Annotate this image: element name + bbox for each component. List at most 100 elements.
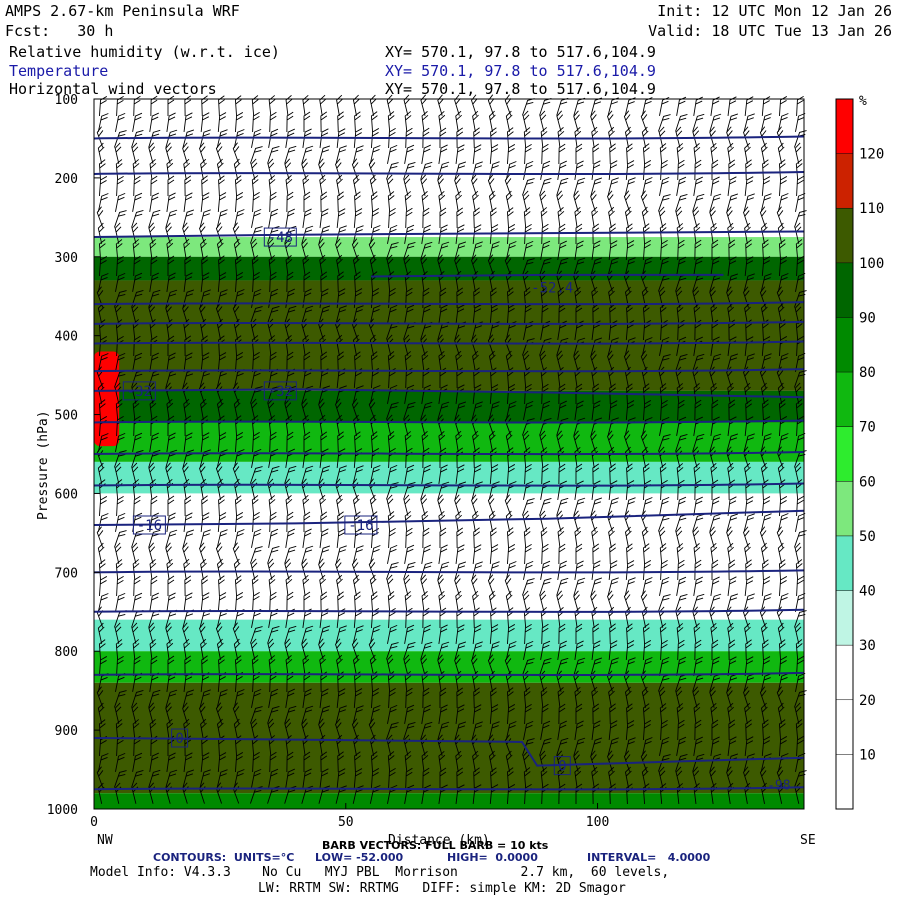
wind-barb-shaft — [489, 224, 499, 245]
wind-barb-shaft — [249, 386, 263, 404]
wind-barb-shaft — [199, 462, 206, 484]
wind-barb — [217, 112, 227, 133]
wind-barb — [233, 129, 245, 148]
wind-barb — [301, 545, 314, 564]
wind-barb — [539, 498, 552, 516]
wind-barb — [454, 94, 461, 116]
wind-barb — [438, 190, 446, 212]
wind-barb — [233, 718, 241, 740]
wind-barb-shaft — [97, 222, 105, 244]
wind-barb — [284, 305, 297, 324]
wind-barb — [369, 305, 381, 324]
wind-barb-shaft — [268, 175, 276, 197]
wind-barb-shaft — [454, 654, 461, 676]
wind-barb-shaft — [166, 192, 176, 212]
wind-barb-shaft — [524, 303, 532, 325]
wind-barb-shaft — [148, 142, 156, 164]
wind-barb — [267, 626, 280, 644]
wind-barb-shaft — [97, 353, 109, 372]
wind-barb — [97, 462, 105, 484]
wind-barb — [387, 431, 395, 453]
wind-barb-shaft — [540, 560, 551, 580]
wind-barb-shaft — [437, 641, 450, 660]
wind-barb — [438, 670, 446, 692]
wind-barb-shaft — [354, 111, 361, 133]
wind-barb — [337, 511, 344, 533]
wind-barb-shaft — [301, 305, 314, 324]
wind-barb — [201, 575, 208, 597]
wind-barb-shaft — [318, 705, 331, 724]
wind-barb-shaft — [454, 721, 467, 740]
wind-barb — [149, 719, 157, 740]
wind-barb — [438, 110, 446, 132]
wind-barb — [284, 638, 292, 660]
wind-barb-shaft — [421, 351, 429, 372]
wind-barb-shaft — [301, 545, 314, 564]
wind-barb-shaft — [150, 175, 158, 197]
wind-barb — [285, 208, 295, 228]
wind-barb — [133, 655, 141, 677]
wind-barb — [336, 528, 346, 549]
wind-barb-shaft — [115, 112, 126, 132]
wind-barb-shaft — [252, 431, 260, 453]
wind-barb-shaft — [524, 463, 532, 485]
wind-barb — [386, 654, 394, 676]
wind-barb-shaft — [473, 527, 480, 549]
wind-barb-shaft — [199, 142, 206, 164]
wind-barb — [165, 222, 172, 244]
wind-barb — [505, 190, 513, 212]
wind-barb-shaft — [301, 705, 314, 724]
wind-barb-shaft — [284, 238, 292, 260]
wind-barb — [471, 174, 478, 196]
wind-barb — [320, 511, 328, 533]
wind-barb — [148, 129, 161, 148]
wind-barb — [370, 111, 378, 133]
wind-barb-shaft — [387, 544, 398, 564]
wind-barb — [524, 543, 532, 565]
wind-barb-shaft — [505, 561, 517, 580]
wind-barb-shaft — [200, 638, 207, 660]
wind-barb — [319, 494, 326, 516]
wind-barb-shaft — [388, 207, 396, 229]
wind-barb-shaft — [286, 271, 294, 293]
wind-barb-shaft — [251, 528, 262, 548]
barb-legend: BARB VECTORS: FULL BARB = 10 kts — [322, 839, 549, 852]
wind-barb — [403, 494, 411, 516]
wind-barb-shaft — [422, 687, 430, 709]
wind-barb-shaft — [284, 558, 292, 580]
wind-barb — [251, 528, 262, 548]
wind-barb-shaft — [506, 304, 516, 325]
wind-barb — [200, 638, 207, 660]
wind-barb — [199, 142, 206, 164]
wind-barb — [488, 430, 496, 452]
wind-barb — [216, 529, 228, 548]
wind-barb — [438, 350, 446, 372]
wind-barb-shaft — [387, 704, 398, 724]
wind-barb — [404, 624, 415, 644]
wind-barb — [165, 529, 178, 548]
wind-barb — [150, 655, 158, 677]
wind-barb-shaft — [200, 558, 207, 580]
wind-barb-shaft — [234, 575, 242, 597]
wind-barb-shaft — [252, 591, 260, 613]
wind-barb-shaft — [471, 174, 478, 196]
wind-barb-shaft — [234, 495, 242, 517]
wind-barb-shaft — [490, 207, 497, 229]
wind-barb — [131, 142, 139, 164]
wind-barb-shaft — [352, 625, 364, 644]
wind-barb-shaft — [149, 719, 157, 740]
wind-barb — [200, 238, 207, 260]
wind-barb — [472, 144, 482, 165]
wind-barb — [353, 768, 363, 789]
wind-barb-shaft — [488, 241, 500, 260]
wind-barb — [284, 465, 297, 484]
wind-barb-shaft — [557, 240, 567, 260]
wind-barb — [217, 192, 227, 213]
wind-barb-shaft — [285, 655, 293, 676]
wind-barb-shaft — [166, 718, 174, 740]
wind-barb-shaft — [439, 527, 447, 548]
wind-barb-shaft — [251, 208, 262, 228]
wind-barb-shaft — [439, 367, 447, 388]
wind-barb-shaft — [115, 432, 126, 452]
wind-barb-shaft — [131, 530, 144, 548]
